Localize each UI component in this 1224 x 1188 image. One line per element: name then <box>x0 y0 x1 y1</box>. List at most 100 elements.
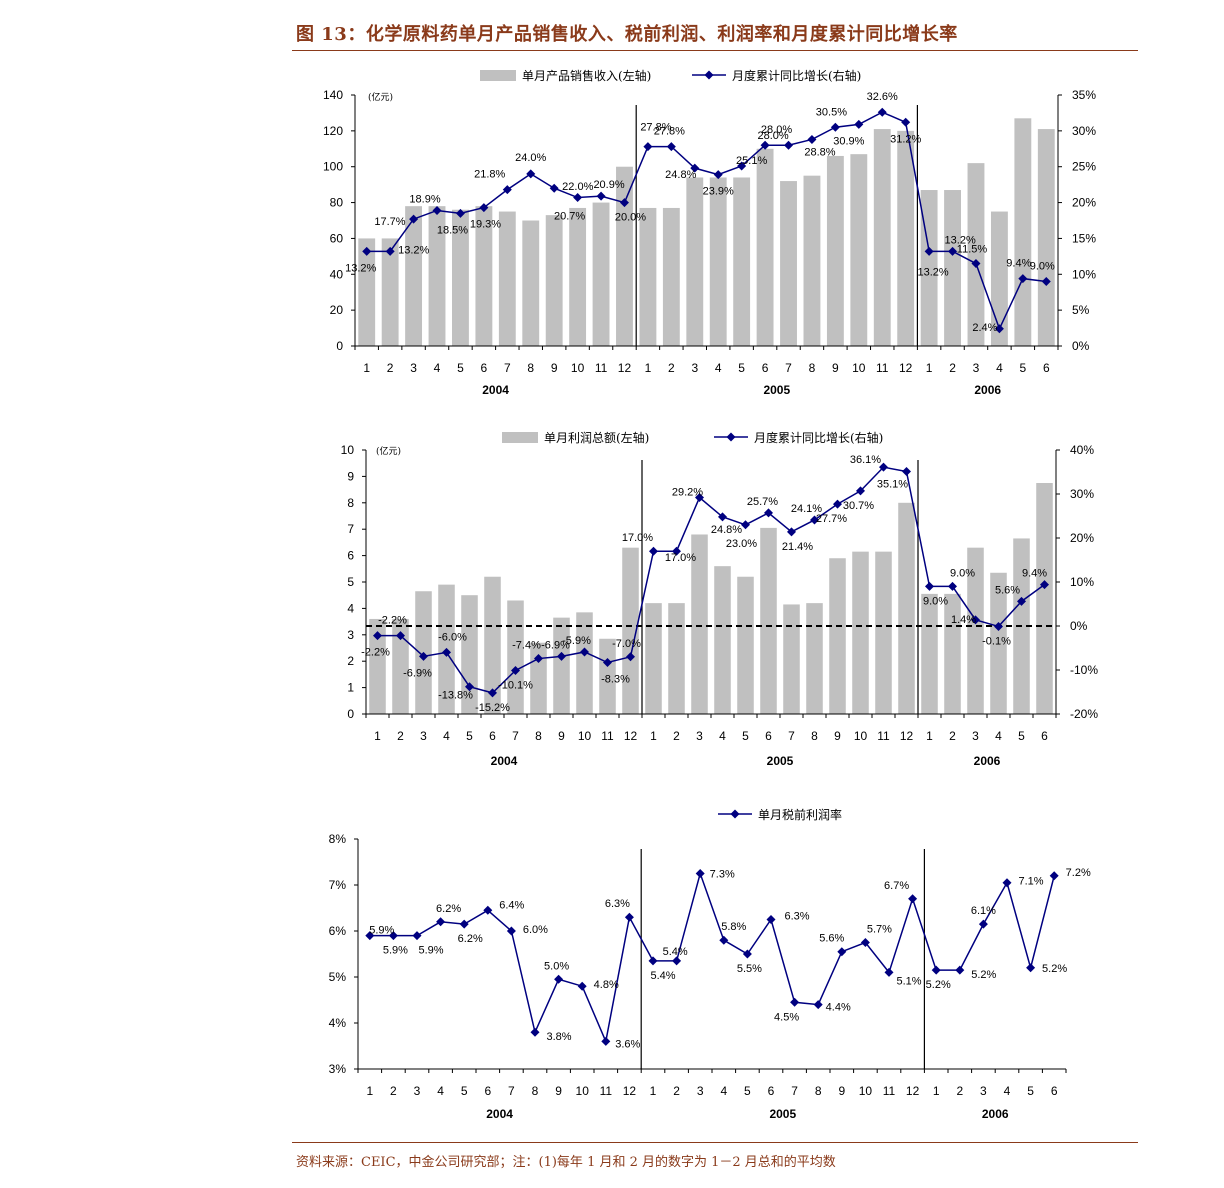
c3-xtick-label-29: 5 <box>1027 1084 1034 1098</box>
c1-data-label-8: 24.0% <box>515 152 546 164</box>
c1-data-label-7: 21.8% <box>474 169 505 181</box>
c1-ytick-left-label-5: 100 <box>323 160 343 174</box>
c3-xtick-label-21: 9 <box>838 1084 845 1098</box>
c3-point-8 <box>530 1027 540 1037</box>
c2-xtick-label-5: 5 <box>466 729 473 743</box>
c1-point-17 <box>737 161 747 171</box>
c1-xtick-label-26: 2 <box>949 361 956 375</box>
c1-data-label-24: 31.2% <box>890 133 921 145</box>
c2-xtick-label-27: 3 <box>972 729 979 743</box>
c1-bar-5 <box>452 209 469 346</box>
c1-ytick-right-label-1: 5% <box>1072 303 1090 317</box>
c3-data-label-17: 5.5% <box>737 963 762 975</box>
c1-xtick-label-20: 8 <box>809 361 816 375</box>
c2-point-27 <box>971 615 980 625</box>
c2-data-label-20: 24.1% <box>791 503 822 515</box>
c3-xtick-label-30: 6 <box>1051 1084 1058 1098</box>
c3-point-29 <box>1026 963 1036 973</box>
c1-xtick-label-4: 4 <box>434 361 441 375</box>
c2-bar-22 <box>852 551 869 714</box>
c3-point-21 <box>837 947 847 957</box>
c2-unit-label: (亿元) <box>376 445 401 457</box>
c1-ytick-left-label-6: 120 <box>323 124 343 138</box>
c2-data-label-22: 30.7% <box>843 500 874 512</box>
c2-point-30 <box>1040 580 1049 590</box>
c2-bar-9 <box>553 617 570 714</box>
c2-point-17 <box>741 520 750 530</box>
c1-data-label-27: 11.5% <box>957 244 988 256</box>
c1-ytick-right-label-3: 15% <box>1072 231 1096 245</box>
c1-data-label-6: 19.3% <box>470 219 501 231</box>
c2-xtick-label-9: 9 <box>558 729 565 743</box>
c3-point-15 <box>695 869 705 878</box>
c2-point-22 <box>856 486 865 496</box>
c2-ytick-right-label-0: -20% <box>1070 707 1098 721</box>
c1-xtick-label-7: 7 <box>504 361 511 375</box>
c2-data-label-28: -0.1% <box>982 635 1011 647</box>
c1-legend-line-marker <box>704 70 714 80</box>
c3-data-label-6: 6.4% <box>499 899 524 911</box>
c1-point-30 <box>1041 276 1051 286</box>
c1-xtick-label-5: 5 <box>457 361 464 375</box>
c3-point-9 <box>554 974 564 984</box>
c1-point-23 <box>877 107 887 117</box>
c1-bar-1 <box>358 238 376 346</box>
c2-xtick-label-30: 6 <box>1041 729 1048 743</box>
c3-data-label-30: 7.2% <box>1066 867 1091 879</box>
c2-point-25 <box>925 581 934 591</box>
c3-xtick-label-27: 3 <box>980 1084 987 1098</box>
c3-point-5 <box>459 919 469 929</box>
c2-point-7 <box>511 665 520 675</box>
c2-data-label-18: 25.7% <box>747 496 778 508</box>
c2-point-1 <box>373 631 382 641</box>
c1-point-15 <box>690 163 700 173</box>
c2-ytick-right-label-5: 30% <box>1070 487 1094 501</box>
c1-xtick-label-30: 6 <box>1043 361 1050 375</box>
c1-point-13 <box>643 142 653 152</box>
sales-revenue-chart: 0 20 40 60 80 100 120 140 0% 5% 10% 15% 20% 25% 30% 35%… <box>323 68 1096 397</box>
c1-bar-27 <box>967 163 985 346</box>
c2-xtick-label-14: 2 <box>673 729 680 743</box>
c2-data-label-17: 23.0% <box>726 538 757 550</box>
c2-bar-15 <box>691 534 708 714</box>
c1-ytick-right-label-4: 20% <box>1072 196 1096 210</box>
c1-xtick-label-24: 12 <box>899 361 913 375</box>
c2-bar-1 <box>369 618 386 714</box>
c1-xtick-label-9: 9 <box>551 361 558 375</box>
c1-xtick-label-19: 7 <box>785 361 792 375</box>
c3-data-label-18: 6.3% <box>784 911 809 923</box>
c3-point-13 <box>648 956 658 966</box>
c2-bar-5 <box>461 595 478 714</box>
c3-data-label-3: 5.9% <box>418 945 443 957</box>
c2-xtick-label-17: 5 <box>742 729 749 743</box>
c1-data-label-18: 28.0% <box>757 130 788 142</box>
c2-xtick-label-25: 1 <box>926 729 933 743</box>
c2-xtick-label-26: 2 <box>949 729 956 743</box>
c3-xtick-label-11: 11 <box>600 1084 613 1098</box>
c2-point-24 <box>902 467 911 477</box>
c1-year-label-2006: 2006 <box>974 383 1001 397</box>
c2-ytick-left-label-3: 3 <box>347 628 354 642</box>
c2-xtick-label-3: 3 <box>420 729 427 743</box>
c2-data-label-23: 36.1% <box>850 454 881 466</box>
c1-bar-26 <box>944 190 961 346</box>
c3-data-label-9: 5.0% <box>544 960 569 972</box>
c1-xtick-label-3: 3 <box>410 361 417 375</box>
c3-point-28 <box>1002 878 1012 888</box>
c3-point-14 <box>672 956 682 966</box>
c3-point-11 <box>601 1036 611 1046</box>
c1-xtick-label-6: 6 <box>481 361 488 375</box>
c1-point-28 <box>994 324 1004 334</box>
c2-data-label-15: 29.2% <box>672 487 703 499</box>
c1-data-label-20: 28.8% <box>804 146 835 158</box>
c1-point-19 <box>784 140 794 150</box>
c3-point-1 <box>365 931 375 941</box>
c1-bar-2 <box>381 238 399 346</box>
c1-data-label-11: 20.9% <box>593 179 624 191</box>
c3-data-label-2: 5.9% <box>383 945 408 957</box>
c1-ytick-left-label-0: 0 <box>336 339 343 353</box>
c2-data-label-8: -7.4% <box>512 640 541 652</box>
c3-ytick-left-label-4: 7% <box>329 878 347 892</box>
c1-bar-19 <box>780 181 797 346</box>
c2-xtick-label-12: 12 <box>624 729 638 743</box>
